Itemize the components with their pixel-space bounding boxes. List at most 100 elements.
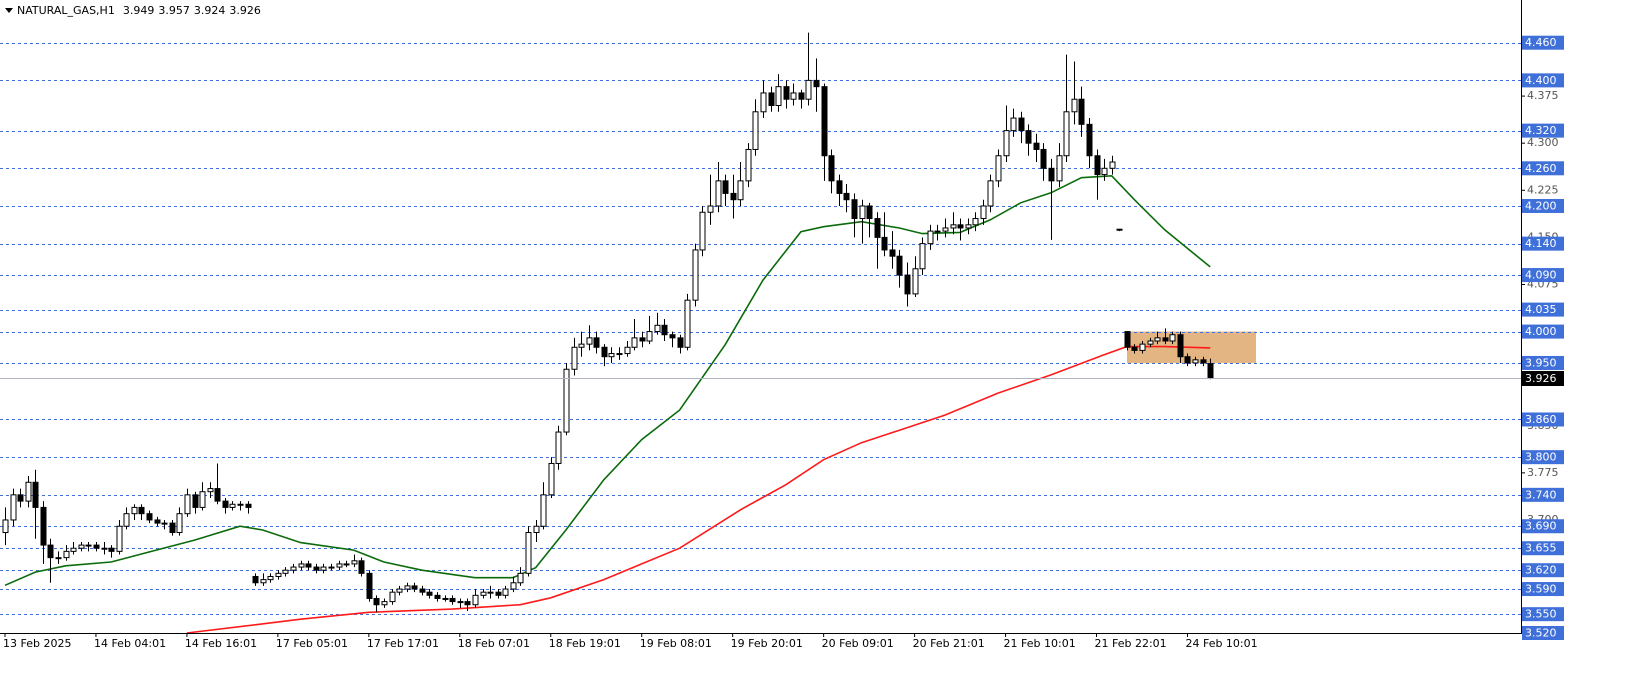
candle-body — [972, 218, 979, 226]
close: 3.926 — [229, 4, 261, 17]
symbol: NATURAL_GAS,H1 — [17, 4, 115, 17]
level-label: 4.200 — [1525, 199, 1557, 212]
level-label-box — [1522, 198, 1564, 213]
candle-body — [351, 560, 358, 565]
candle-body — [55, 557, 62, 560]
candle-body — [555, 431, 562, 464]
candle-body — [1162, 337, 1169, 342]
x-tick-label: 24 Feb 10:01 — [1185, 637, 1257, 650]
candle-body — [1018, 117, 1025, 132]
candle-body — [70, 547, 77, 552]
candle-body — [624, 346, 631, 355]
candle-body — [745, 148, 752, 182]
open: 3.949 — [123, 4, 155, 17]
candle-body — [752, 111, 759, 150]
candle-body — [275, 572, 282, 577]
level-label: 3.620 — [1525, 564, 1557, 577]
moving-average — [186, 345, 1211, 634]
candle-body — [472, 594, 479, 606]
candle-body — [836, 180, 843, 194]
menu-arrow[interactable] — [5, 8, 13, 13]
candle-body — [336, 563, 343, 568]
candle-body — [252, 575, 259, 584]
candle-body — [1147, 340, 1154, 345]
candle-body — [699, 211, 706, 251]
level-label-box — [1522, 450, 1564, 465]
candle-body — [654, 324, 661, 333]
candle-body — [1003, 130, 1010, 157]
candle-body — [495, 591, 502, 596]
level-label: 3.860 — [1525, 413, 1557, 426]
plot-area — [0, 32, 1521, 634]
candle-body — [1094, 155, 1101, 176]
candle-body — [169, 522, 176, 534]
candle-body — [457, 601, 464, 604]
candle-body — [93, 544, 100, 549]
x-tick-label: 19 Feb 20:01 — [731, 637, 803, 650]
candle-body — [229, 503, 236, 508]
level-label-box — [1522, 607, 1564, 622]
candle-body — [904, 274, 911, 295]
candle-body — [805, 79, 812, 100]
candle-body — [442, 597, 449, 600]
candle-body — [1101, 167, 1108, 176]
candle-body — [1192, 359, 1199, 364]
candle-body — [601, 346, 608, 358]
candle-body — [571, 346, 578, 370]
level-label: 3.550 — [1525, 608, 1557, 621]
candle-body — [1207, 363, 1214, 379]
candle-body — [631, 337, 638, 348]
moving-average — [4, 174, 1211, 587]
level-label-box — [1522, 236, 1564, 251]
candle-body — [661, 324, 668, 336]
level-label: 3.800 — [1525, 451, 1557, 464]
candle-body — [10, 494, 17, 521]
candle-body — [40, 506, 47, 546]
candle-body — [646, 331, 653, 342]
x-tick-label: 21 Feb 22:01 — [1095, 637, 1167, 650]
x-tick-label: 20 Feb 21:01 — [913, 637, 985, 650]
candle-body — [578, 343, 585, 348]
candle-body — [328, 566, 335, 569]
candle-body — [154, 519, 161, 524]
candle-body — [184, 494, 191, 515]
candle-body — [593, 337, 600, 348]
candle-body — [214, 488, 221, 502]
candle-body — [116, 525, 123, 552]
candle-body — [343, 563, 350, 566]
level-label: 4.460 — [1525, 36, 1557, 49]
candle-body — [1056, 155, 1063, 182]
candle-body — [313, 566, 320, 571]
level-label: 3.740 — [1525, 488, 1557, 501]
candle-body — [434, 594, 441, 599]
y-tick-label: 3.775 — [1527, 466, 1559, 479]
candle-body — [1086, 123, 1093, 157]
candle-body — [404, 585, 411, 590]
candle-body — [692, 249, 699, 301]
level-label-box — [1522, 73, 1564, 88]
y-tick-label: 4.225 — [1527, 183, 1559, 196]
level-label: 4.090 — [1525, 269, 1557, 282]
candle-body — [1177, 334, 1184, 358]
level-label-box — [1522, 268, 1564, 283]
candle-body — [1154, 337, 1161, 342]
candle-body — [586, 337, 593, 345]
candle-body — [517, 572, 524, 584]
candle-body — [828, 155, 835, 182]
candle-body — [192, 494, 199, 508]
candle-body — [298, 563, 305, 568]
candle-body — [32, 481, 39, 508]
level-label-box — [1522, 541, 1564, 556]
level-label-box — [1522, 563, 1564, 578]
candle-body — [449, 597, 456, 603]
candle-body — [1010, 117, 1017, 132]
candle-body — [396, 588, 403, 593]
candle-body — [1071, 98, 1078, 113]
candle-body — [290, 566, 297, 571]
level-label: 3.590 — [1525, 583, 1557, 596]
candle-body — [222, 500, 229, 508]
price-label: 3.926 — [1525, 372, 1557, 385]
candle-body — [684, 299, 691, 348]
candle-body — [1063, 111, 1070, 157]
level-label: 3.520 — [1525, 627, 1557, 640]
